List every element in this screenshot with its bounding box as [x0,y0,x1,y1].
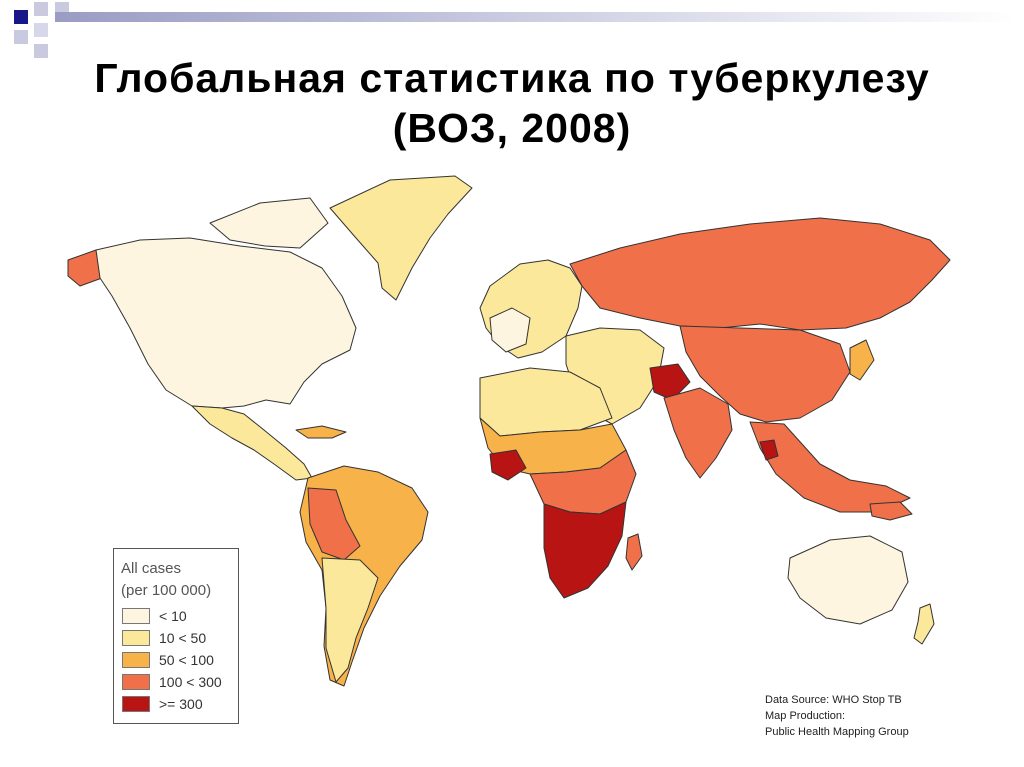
legend-subheading: (per 100 000) [121,582,212,599]
region-caribbean [295,425,347,439]
region-australia [787,535,909,625]
region-russia [569,217,951,331]
region-india [663,387,733,479]
deco-bar [55,12,1015,22]
region-central-america [191,405,313,481]
data-source-note: Data Source: WHO Stop TB Map Production:… [765,692,965,740]
source-line: Public Health Mapping Group [765,726,909,738]
legend-swatch [122,695,150,712]
source-line: Map Production: [765,710,846,722]
deco-square [34,2,48,16]
legend-row: >= 300 [122,694,203,713]
legend-label: 50 < 100 [159,651,214,668]
world-map [67,175,951,687]
legend-swatch [122,629,150,646]
region-japan [849,339,875,381]
page-subtitle: (ВОЗ, 2008) [392,105,632,151]
region-new-zealand [913,603,935,645]
deco-square [14,10,28,24]
region-western-europe [489,307,531,353]
legend-row: 10 < 50 [122,628,206,647]
page-title: Глобальная статистика по туберкулезу [94,55,930,101]
region-afghanistan [649,363,691,401]
legend-row: 100 < 300 [122,672,222,691]
source-line: Data Source: WHO Stop TB [765,694,902,706]
region-greenland [329,175,473,301]
slide-decoration [14,2,1015,58]
deco-square [14,30,28,44]
region-cambodia [759,439,779,461]
region-arctic-islands [209,197,329,249]
legend-swatch [122,651,150,668]
region-southeast-asia [749,421,911,513]
legend-label: < 10 [159,607,187,624]
legend-swatch [122,607,150,624]
legend-heading: All cases [121,560,182,577]
legend-label: 100 < 300 [159,673,222,690]
region-southern-africa [543,501,627,599]
region-peru-bolivia [307,487,361,561]
legend-row: < 10 [122,606,187,625]
legend-label: >= 300 [159,695,203,712]
region-west-africa-high [489,449,527,481]
region-southern-cone [321,557,379,683]
region-china [679,325,851,423]
deco-square [34,23,48,37]
region-alaska [67,249,103,287]
legend-swatch [122,673,150,690]
region-png [869,501,913,521]
legend-row: 50 < 100 [122,650,214,669]
map-legend: All cases (per 100 000) < 10 10 < 50 50 … [113,548,239,724]
legend-label: 10 < 50 [159,629,207,646]
region-north-america [95,237,357,409]
deco-square [34,44,48,58]
region-madagascar [625,533,643,571]
